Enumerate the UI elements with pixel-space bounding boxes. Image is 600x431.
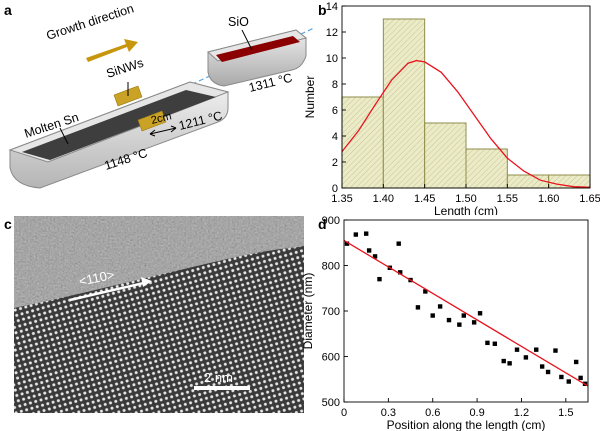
histogram-x-tick-label: 1.40: [373, 193, 394, 205]
sinw-block-bottom: [137, 110, 167, 132]
scatter-point: [446, 317, 452, 323]
panel-label-d: d: [318, 216, 327, 232]
crystal-lattice: [14, 216, 304, 413]
scale-bar: [194, 386, 250, 390]
histogram-x-tick-label: 1.55: [497, 193, 518, 205]
scatter-x-tick-label: 0: [341, 407, 347, 419]
scatter-point: [545, 369, 551, 375]
molten-sn-melt: [22, 90, 216, 160]
scatter-point: [363, 231, 369, 236]
distance-label: 2cm: [150, 110, 173, 127]
scatter-x-tick-label: 0.6: [425, 407, 440, 419]
scatter-point: [566, 379, 571, 384]
scatter-point: [485, 340, 490, 346]
scatter-y-tick-label: 600: [322, 352, 340, 364]
scatter-x-tick-label: 0.3: [381, 407, 396, 419]
scatter-point: [573, 359, 579, 365]
scatter-y-tick-label: 500: [322, 397, 340, 409]
scatter-point: [423, 289, 428, 294]
scatter-point: [492, 341, 498, 346]
sio-label: SiO: [228, 15, 249, 29]
histogram-x-tick-label: 1.65: [579, 193, 600, 205]
scatter-point: [430, 313, 435, 318]
histogram-y-tick-label: 4: [332, 131, 338, 143]
panel-label-b: b: [318, 2, 327, 18]
histogram-x-tick-label: 1.50: [455, 193, 476, 205]
scatter-point: [372, 254, 378, 259]
scatter-point: [553, 348, 558, 353]
growth-direction-arrow: [86, 39, 138, 62]
histogram-y-tick-label: 10: [326, 53, 338, 65]
histogram-y-axis-label: Number: [303, 76, 317, 119]
scatter-point: [559, 374, 564, 380]
histogram-y-tick-label: 6: [332, 105, 338, 117]
scatter-point: [523, 355, 529, 360]
histogram-bar: [424, 122, 467, 189]
gaussian-fit-curve: [341, 59, 591, 188]
direction-arrow: [69, 280, 149, 302]
scatter-point: [477, 311, 483, 316]
sio-pointer: [241, 29, 253, 51]
scatter-x-axis-label: Position along the length (cm): [387, 418, 546, 431]
histogram-y-tick-label: 12: [326, 27, 338, 39]
histogram-y-tick-label: 0: [332, 183, 338, 195]
scatter-point: [344, 241, 350, 246]
scatter-point: [457, 322, 462, 327]
growth-direction-label: Growth direction: [45, 1, 136, 42]
scatter-point: [507, 361, 512, 366]
scatter-x-tick-label: 0.9: [469, 407, 484, 419]
panel-label-c: c: [4, 216, 12, 232]
histogram-bar: [382, 18, 426, 189]
scatter-point: [534, 347, 539, 352]
scatter-point: [514, 347, 520, 352]
histogram-bar: [341, 96, 384, 189]
histogram-y-tick-label: 2: [332, 157, 338, 169]
scatter-point: [539, 364, 545, 369]
scatter-y-axis-label: Diameter (nm): [301, 273, 315, 350]
sio-boat: [206, 29, 308, 87]
length-histogram: 1.35 1.40 1.45 1.50 1.55 1.60 1.65 0 2 4 6 8 10 12 14…: [303, 1, 600, 215]
main-boat: [8, 81, 230, 189]
scatter-point: [397, 270, 403, 275]
scatter-y-tick-label: 700: [322, 306, 340, 318]
scatter-point: [377, 276, 382, 282]
scatter-x-tick-label: 1.5: [558, 407, 573, 419]
hrtem-image: <110> 2 nm: [14, 216, 304, 413]
scatter-point: [396, 241, 401, 246]
scatter-x-tick-label: 1.2: [514, 407, 529, 419]
scatter-point: [461, 313, 466, 318]
linear-fit-line: [343, 239, 589, 387]
histogram-x-tick-label: 1.60: [538, 193, 559, 205]
growth-schematic: Growth direction SiNWs SiO Molten Sn 2cm…: [8, 1, 315, 189]
scatter-y-tick-label: 900: [322, 216, 340, 227]
molten-sn-pointer: [59, 127, 69, 145]
scatter-point: [501, 358, 506, 364]
scatter-point: [353, 232, 359, 237]
diameter-scatter-plot: 0 0.3 0.6 0.9 1.2 1.5 500 600 700 800 900 Positio…: [301, 216, 589, 431]
histogram-bar: [506, 174, 550, 189]
distance-marker: [149, 127, 177, 135]
scatter-point: [366, 248, 372, 253]
sio-source: [216, 36, 300, 62]
histogram-y-tick-label: 8: [332, 79, 338, 91]
histogram-x-tick-label: 1.35: [331, 193, 352, 205]
scatter-y-tick-label: 800: [322, 261, 340, 273]
histogram-x-axis-label: Length (cm): [434, 204, 498, 215]
panel-label-a: a: [4, 2, 12, 18]
histogram-y-tick-label: 14: [326, 1, 338, 13]
direction-label: <110>: [78, 267, 116, 289]
scatter-frame: [343, 219, 589, 403]
scatter-point: [437, 304, 443, 309]
scale-bar-label: 2 nm: [204, 370, 233, 385]
scatter-point: [415, 305, 421, 310]
scatter-point: [578, 375, 583, 381]
sinws-label: SiNWs: [105, 56, 146, 81]
histogram-x-tick-label: 1.45: [414, 193, 435, 205]
histogram-bar: [465, 148, 508, 189]
scatter-point: [471, 320, 477, 325]
